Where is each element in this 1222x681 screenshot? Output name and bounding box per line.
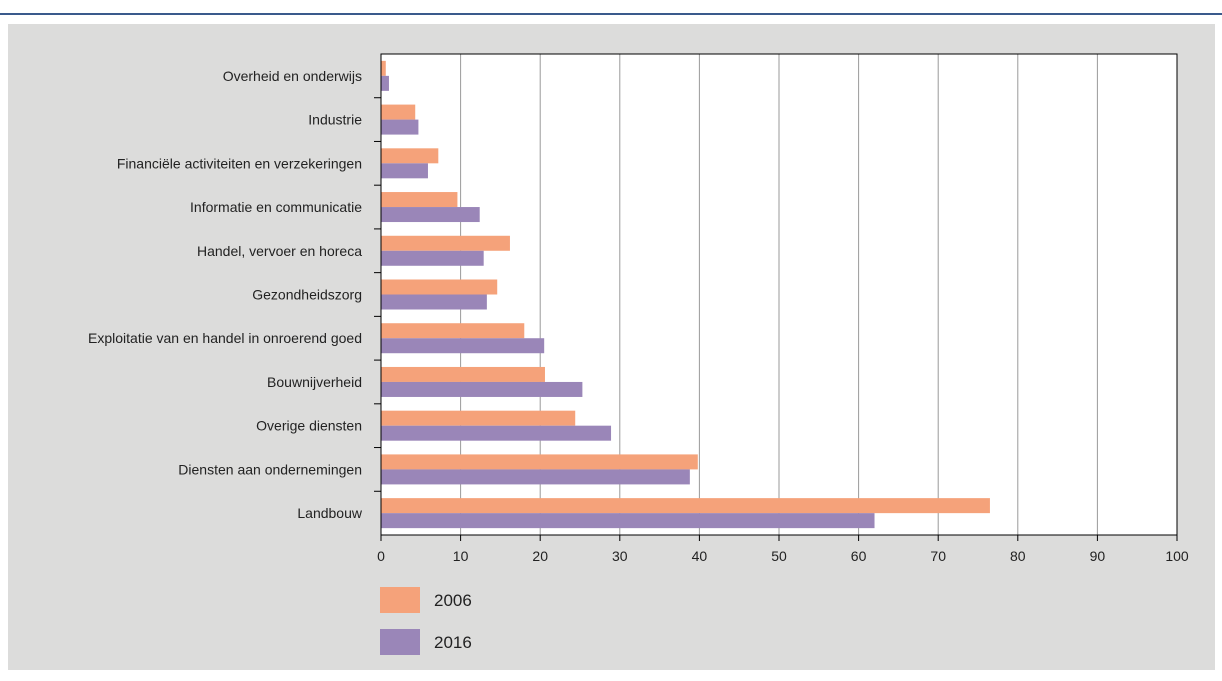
category-label: Financiële activiteiten en verzekeringen (117, 155, 362, 171)
x-tick-label: 100 (1165, 548, 1189, 564)
bar-2006 (381, 366, 545, 382)
bar-2006 (381, 410, 576, 426)
bar-2016 (381, 294, 487, 310)
bar-2016 (381, 163, 428, 179)
category-label: Exploitatie van en handel in onroerend g… (88, 330, 362, 346)
bar-2016 (381, 338, 545, 354)
y-axis: Overheid en onderwijs Industrie Financiële… (88, 68, 381, 521)
x-tick-label: 10 (453, 548, 469, 564)
bar-2006 (381, 192, 458, 208)
bar-2016 (381, 469, 690, 485)
category-label: Overige diensten (256, 418, 362, 434)
x-tick-label: 50 (771, 548, 787, 564)
category-label: Bouwnijverheid (267, 374, 362, 390)
bar-2016 (381, 119, 419, 135)
x-axis: 0 10 20 30 40 50 60 70 80 90 100 (377, 535, 1189, 564)
bar-2016 (381, 75, 389, 91)
bars (381, 60, 990, 529)
category-label: Industrie (308, 112, 362, 128)
bar-2006 (381, 498, 990, 514)
legend-label-2006: 2006 (434, 591, 472, 610)
bar-2006 (381, 104, 416, 120)
bar-2006 (381, 279, 498, 295)
bar-2016 (381, 207, 480, 223)
bar-2006 (381, 454, 698, 470)
category-label: Gezondheidszorg (252, 287, 362, 303)
bar-2006 (381, 235, 510, 251)
legend-swatch-2006 (380, 587, 420, 613)
x-tick-label: 70 (930, 548, 946, 564)
x-tick-label: 20 (532, 548, 548, 564)
category-label: Diensten aan ondernemingen (178, 461, 362, 477)
top-rule (0, 13, 1222, 15)
x-tick-label: 60 (851, 548, 867, 564)
legend: 2006 2016 (380, 587, 472, 655)
x-tick-label: 40 (692, 548, 708, 564)
x-tick-label: 80 (1010, 548, 1026, 564)
category-label: Overheid en onderwijs (223, 68, 362, 84)
bar-2006 (381, 148, 439, 164)
category-label: Informatie en communicatie (190, 199, 362, 215)
bar-2016 (381, 513, 875, 529)
bar-2006 (381, 323, 525, 339)
legend-swatch-2016 (380, 629, 420, 655)
x-tick-label: 90 (1090, 548, 1106, 564)
bar-2016 (381, 381, 583, 397)
grid-lines (460, 54, 1098, 535)
x-tick-label: 0 (377, 548, 385, 564)
category-label: Landbouw (297, 505, 363, 521)
x-tick-label: 30 (612, 548, 628, 564)
bar-2016 (381, 250, 484, 266)
legend-label-2016: 2016 (434, 633, 472, 652)
category-label: Handel, vervoer en horeca (197, 243, 362, 259)
bar-2016 (381, 425, 612, 441)
bar-2006 (381, 60, 386, 76)
